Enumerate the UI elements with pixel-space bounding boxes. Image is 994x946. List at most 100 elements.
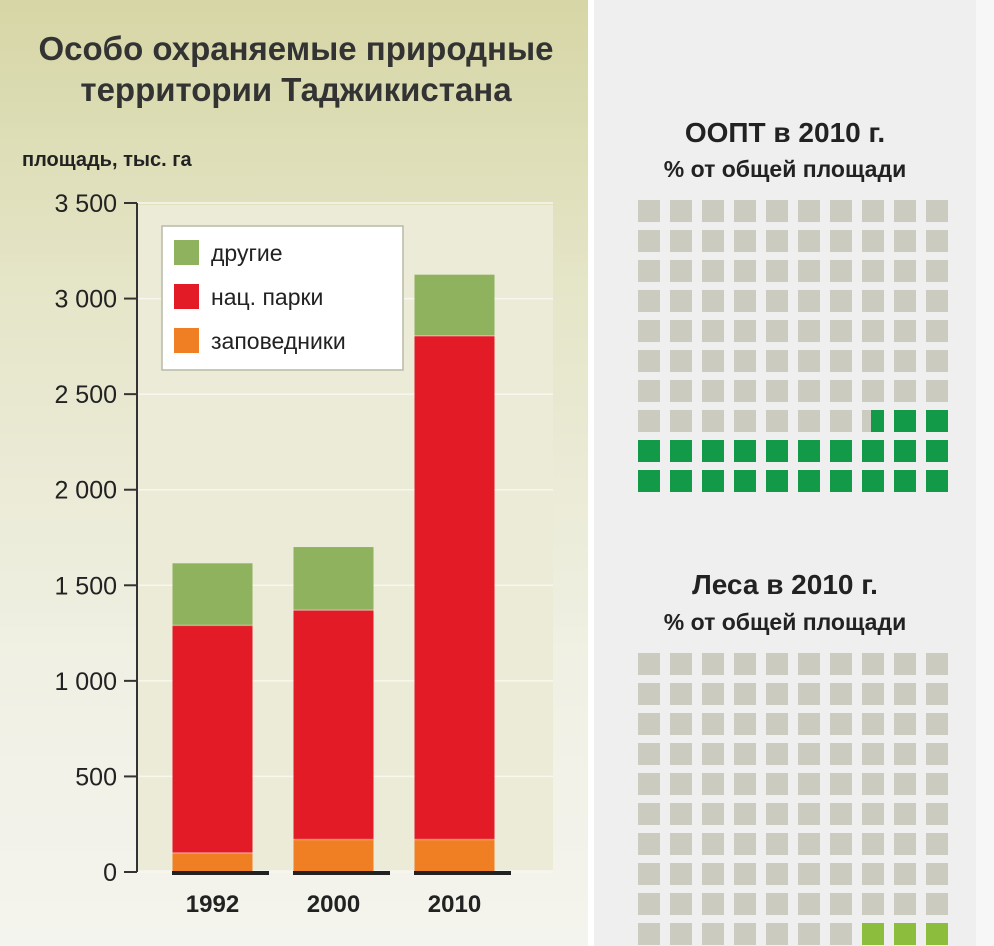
category-baseline-2010 (414, 871, 511, 875)
waffle-cell (862, 440, 884, 462)
waffle-cell (830, 893, 852, 915)
bar-segment-other-2000 (293, 547, 374, 611)
waffle-cell (638, 320, 660, 342)
waffle-cell (734, 863, 756, 885)
y-tick-label: 0 (103, 859, 117, 887)
waffle-forest-subtitle: % от общей площади (663, 609, 907, 635)
waffle-cell (638, 470, 660, 492)
waffle-cell (702, 923, 724, 945)
waffle-cell (862, 380, 884, 402)
waffle-cell (734, 230, 756, 252)
waffle-cell (830, 380, 852, 402)
waffle-cell (766, 923, 788, 945)
waffle-cell-fill (734, 470, 756, 492)
waffle-cell (638, 893, 660, 915)
waffle-cell (734, 773, 756, 795)
waffle-cell (638, 260, 660, 282)
waffle-cell (862, 320, 884, 342)
waffle-cell (734, 290, 756, 312)
waffle-cell (638, 743, 660, 765)
waffle-cell (830, 200, 852, 222)
waffle-cell (830, 410, 852, 432)
page-edge (976, 0, 994, 946)
waffle-cell (638, 803, 660, 825)
waffle-cell (670, 440, 692, 462)
waffle-cell (862, 743, 884, 765)
y-tick-label: 1 500 (54, 572, 117, 600)
waffle-cell (862, 893, 884, 915)
waffle-cell (702, 440, 724, 462)
waffle-cell (798, 773, 820, 795)
waffle-cell (702, 863, 724, 885)
waffle-cell (926, 863, 948, 885)
waffle-oopt-title: ООПТ в 2010 г. (684, 117, 886, 148)
waffle-cell (734, 350, 756, 372)
waffle-cell (670, 200, 692, 222)
waffle-cell-fill (894, 440, 916, 462)
waffle-cell (894, 923, 916, 945)
waffle-cell (926, 350, 948, 372)
waffle-cell-fill (926, 440, 948, 462)
waffle-cell (926, 653, 948, 675)
waffle-cell (926, 200, 948, 222)
waffle-cell (798, 320, 820, 342)
waffle-cell (766, 350, 788, 372)
waffle-cell (894, 683, 916, 705)
legend-label-national-parks: нац. парки (211, 284, 323, 310)
waffle-cell (670, 893, 692, 915)
waffle-cell (798, 260, 820, 282)
waffle-cell (766, 833, 788, 855)
waffle-cell (638, 773, 660, 795)
y-tick-label: 3 000 (54, 286, 117, 314)
bar-segment-reserves-1992 (172, 852, 253, 872)
waffle-cell (734, 653, 756, 675)
waffle-cell (830, 350, 852, 372)
waffle-cell (894, 290, 916, 312)
waffle-cell-fill (734, 440, 756, 462)
waffle-cell (926, 683, 948, 705)
waffle-cell (670, 923, 692, 945)
waffle-cell (830, 440, 852, 462)
chart-title-line-2: территории Таджикистана (80, 71, 512, 108)
waffle-cell-fill (894, 923, 916, 945)
waffle-cell (670, 653, 692, 675)
waffle-cell (926, 773, 948, 795)
waffle-cell (702, 380, 724, 402)
waffle-cell (862, 923, 884, 945)
waffle-cell (926, 743, 948, 765)
waffle-cell-fill (926, 923, 948, 945)
waffle-cell (702, 743, 724, 765)
waffle-cell (734, 803, 756, 825)
waffle-cell (894, 893, 916, 915)
waffle-cell-fill (926, 470, 948, 492)
waffle-cell (734, 320, 756, 342)
waffle-cell (862, 803, 884, 825)
waffle-cell (766, 230, 788, 252)
waffle-cell (670, 773, 692, 795)
waffle-cell-fill (798, 440, 820, 462)
waffle-cell (670, 380, 692, 402)
waffle-cell (702, 713, 724, 735)
waffle-cell (894, 773, 916, 795)
waffle-cell (830, 773, 852, 795)
waffle-cell (766, 290, 788, 312)
waffle-cell (894, 863, 916, 885)
waffle-cell (894, 470, 916, 492)
waffle-cell (638, 350, 660, 372)
waffle-cell (926, 440, 948, 462)
waffle-cell (926, 380, 948, 402)
category-baseline-1992 (172, 871, 269, 875)
waffle-cell (894, 440, 916, 462)
waffle-cell (702, 893, 724, 915)
waffle-cell (862, 470, 884, 492)
waffle-cell (926, 833, 948, 855)
chart-title-line-1: Особо охраняемые природные (39, 30, 554, 67)
waffle-cell (830, 260, 852, 282)
waffle-cell (638, 410, 660, 432)
waffle-cell (926, 923, 948, 945)
waffle-cell (702, 803, 724, 825)
waffle-cell (798, 410, 820, 432)
stacked-bar-chart: Особо охраняемые природные территории Та… (22, 30, 554, 918)
waffle-cell (702, 773, 724, 795)
